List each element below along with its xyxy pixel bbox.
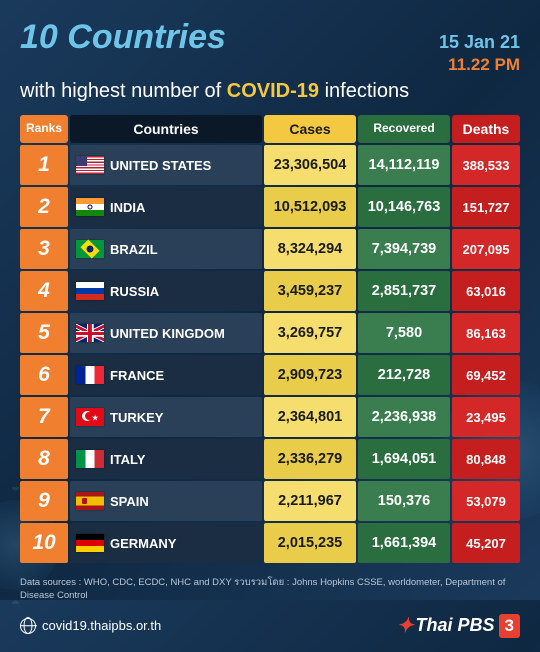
cases-cell: 10,512,093 <box>264 187 356 227</box>
cases-cell: 3,269,757 <box>264 313 356 353</box>
rank-cell: 9 <box>20 481 68 521</box>
col-deaths-header: Deaths <box>452 115 520 143</box>
table-row: 9 SPAIN 2,211,967 150,376 53,079 <box>20 481 520 521</box>
country-name: GERMANY <box>110 536 176 551</box>
deaths-cell: 53,079 <box>452 481 520 521</box>
data-sources: Data sources : WHO, CDC, ECDC, NHC and D… <box>20 575 520 601</box>
deaths-cell: 69,452 <box>452 355 520 395</box>
deaths-cell: 207,095 <box>452 229 520 269</box>
deaths-cell: 80,848 <box>452 439 520 479</box>
rank-cell: 4 <box>20 271 68 311</box>
country-cell: UNITED KINGDOM <box>70 313 262 353</box>
cases-cell: 2,336,279 <box>264 439 356 479</box>
deaths-cell: 45,207 <box>452 523 520 563</box>
cases-cell: 23,306,504 <box>264 145 356 185</box>
table-row: 4 RUSSIA 3,459,237 2,851,737 63,016 <box>20 271 520 311</box>
country-name: INDIA <box>110 200 145 215</box>
title: 10 Countries <box>20 18 226 57</box>
cases-cell: 3,459,237 <box>264 271 356 311</box>
cases-cell: 2,364,801 <box>264 397 356 437</box>
table-row: 1 UNITED STATES 23,306,504 14,112,119 38… <box>20 145 520 185</box>
time: 11.22 PM <box>439 54 520 76</box>
rank-cell: 2 <box>20 187 68 227</box>
footer: Data sources : WHO, CDC, ECDC, NHC and D… <box>20 573 520 640</box>
rank-cell: 1 <box>20 145 68 185</box>
country-name: ITALY <box>110 452 145 467</box>
country-name: BRAZIL <box>110 242 158 257</box>
recovered-cell: 14,112,119 <box>358 145 450 185</box>
datetime: 15 Jan 21 11.22 PM <box>439 31 520 76</box>
country-cell: GERMANY <box>70 523 262 563</box>
table-row: 6 FRANCE 2,909,723 212,728 69,452 <box>20 355 520 395</box>
cases-cell: 2,211,967 <box>264 481 356 521</box>
deaths-cell: 23,495 <box>452 397 520 437</box>
table-row: 8 ITALY 2,336,279 1,694,051 80,848 <box>20 439 520 479</box>
country-cell: SPAIN <box>70 481 262 521</box>
subtitle: with highest number of COVID-19 infectio… <box>20 80 520 103</box>
recovered-cell: 1,694,051 <box>358 439 450 479</box>
data-table: Ranks Countries Cases Recovered Deaths 1… <box>20 115 520 563</box>
country-cell: BRAZIL <box>70 229 262 269</box>
country-cell: UNITED STATES <box>70 145 262 185</box>
deaths-cell: 388,533 <box>452 145 520 185</box>
country-cell: ITALY <box>70 439 262 479</box>
col-cases-header: Cases <box>264 115 356 143</box>
rank-cell: 5 <box>20 313 68 353</box>
table-row: 2 INDIA 10,512,093 10,146,763 151,727 <box>20 187 520 227</box>
rank-cell: 7 <box>20 397 68 437</box>
cases-cell: 2,909,723 <box>264 355 356 395</box>
recovered-cell: 7,394,739 <box>358 229 450 269</box>
header: 10 Countries 15 Jan 21 11.22 PM with hig… <box>20 18 520 103</box>
source-url: covid19.thaipbs.or.th <box>20 618 161 634</box>
recovered-cell: 1,661,394 <box>358 523 450 563</box>
country-cell: FRANCE <box>70 355 262 395</box>
table-row: 3 BRAZIL 8,324,294 7,394,739 207,095 <box>20 229 520 269</box>
country-name: RUSSIA <box>110 284 159 299</box>
country-cell: RUSSIA <box>70 271 262 311</box>
country-name: UNITED STATES <box>110 158 211 173</box>
recovered-cell: 150,376 <box>358 481 450 521</box>
recovered-cell: 7,580 <box>358 313 450 353</box>
infographic-container: 10 Countries 15 Jan 21 11.22 PM with hig… <box>0 0 540 652</box>
cases-cell: 8,324,294 <box>264 229 356 269</box>
col-rank-header: Ranks <box>20 115 68 143</box>
recovered-cell: 2,851,737 <box>358 271 450 311</box>
rank-cell: 10 <box>20 523 68 563</box>
table-row: 7 ★TURKEY 2,364,801 2,236,938 23,495 <box>20 397 520 437</box>
recovered-cell: 10,146,763 <box>358 187 450 227</box>
table-row: 5 UNITED KINGDOM 3,269,757 7,580 86,163 <box>20 313 520 353</box>
table-body: 1 UNITED STATES 23,306,504 14,112,119 38… <box>20 145 520 563</box>
country-cell: INDIA <box>70 187 262 227</box>
deaths-cell: 86,163 <box>452 313 520 353</box>
country-name: SPAIN <box>110 494 149 509</box>
col-recovered-header: Recovered <box>358 115 450 143</box>
recovered-cell: 212,728 <box>358 355 450 395</box>
recovered-cell: 2,236,938 <box>358 397 450 437</box>
col-country-header: Countries <box>70 115 262 143</box>
country-name: UNITED KINGDOM <box>110 326 225 341</box>
deaths-cell: 151,727 <box>452 187 520 227</box>
country-name: FRANCE <box>110 368 164 383</box>
logo: ✦ Thai PBS 3 <box>397 613 520 638</box>
country-name: TURKEY <box>110 410 163 425</box>
date: 15 Jan 21 <box>439 31 520 54</box>
table-header: Ranks Countries Cases Recovered Deaths <box>20 115 520 143</box>
deaths-cell: 63,016 <box>452 271 520 311</box>
rank-cell: 8 <box>20 439 68 479</box>
logo-wing-icon: ✦ <box>397 613 414 638</box>
rank-cell: 3 <box>20 229 68 269</box>
cases-cell: 2,015,235 <box>264 523 356 563</box>
globe-icon <box>20 618 36 634</box>
rank-cell: 6 <box>20 355 68 395</box>
table-row: 10 GERMANY 2,015,235 1,661,394 45,207 <box>20 523 520 563</box>
country-cell: ★TURKEY <box>70 397 262 437</box>
